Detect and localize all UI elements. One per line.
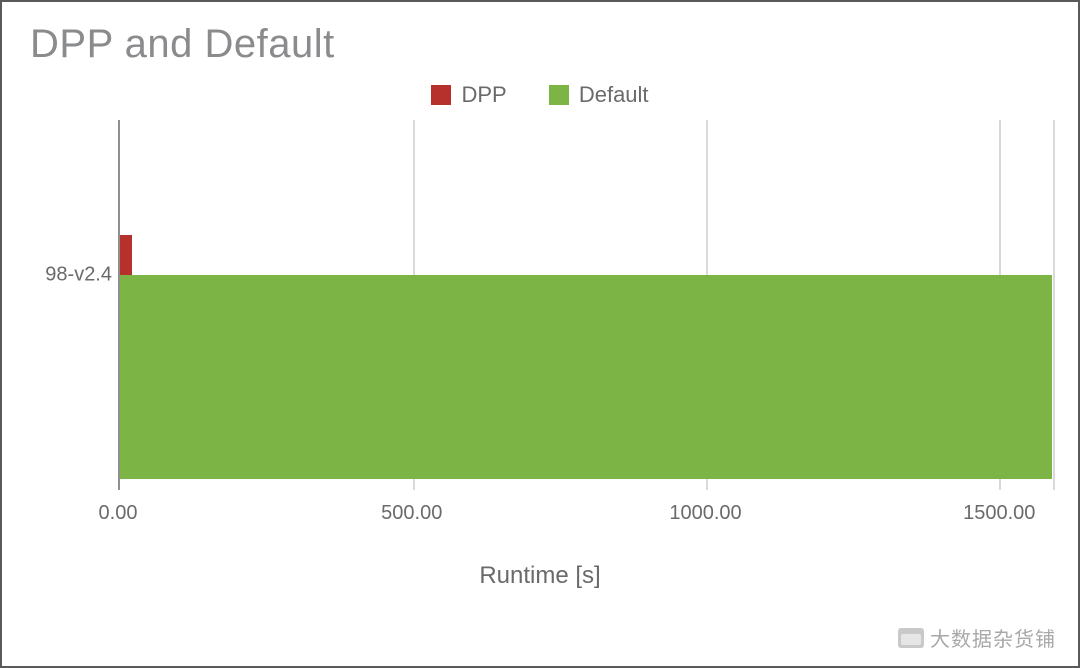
y-tick-label-0: 98-v2.4 bbox=[45, 264, 112, 287]
wechat-icon bbox=[898, 628, 924, 648]
x-axis-label: Runtime [s] bbox=[2, 562, 1078, 590]
chart-title: DPP and Default bbox=[30, 22, 335, 67]
legend: DPP Default bbox=[2, 82, 1078, 111]
bar-default bbox=[120, 275, 1052, 479]
legend-item-dpp: DPP bbox=[431, 82, 506, 108]
x-tick-label: 500.00 bbox=[381, 502, 442, 525]
watermark: 大数据杂货铺 bbox=[898, 623, 1056, 652]
x-tick-label: 1000.00 bbox=[669, 502, 741, 525]
x-tick-label: 0.00 bbox=[99, 502, 138, 525]
legend-label-dpp: DPP bbox=[461, 82, 506, 108]
legend-label-default: Default bbox=[579, 82, 649, 108]
x-tick-label: 1500.00 bbox=[963, 502, 1035, 525]
bar-dpp bbox=[120, 235, 132, 276]
swatch-default bbox=[549, 85, 569, 105]
gridline bbox=[1053, 120, 1055, 490]
plot bbox=[118, 120, 1058, 490]
swatch-dpp bbox=[431, 85, 451, 105]
plot-area: 98-v2.4 bbox=[30, 120, 1058, 490]
chart-container: DPP and Default DPP Default 98-v2.4 0.00… bbox=[0, 0, 1080, 668]
watermark-text: 大数据杂货铺 bbox=[930, 623, 1056, 652]
x-ticks: 0.00500.001000.001500.00 bbox=[118, 502, 1058, 532]
legend-item-default: Default bbox=[549, 82, 649, 108]
y-axis-area: 98-v2.4 bbox=[30, 120, 118, 490]
